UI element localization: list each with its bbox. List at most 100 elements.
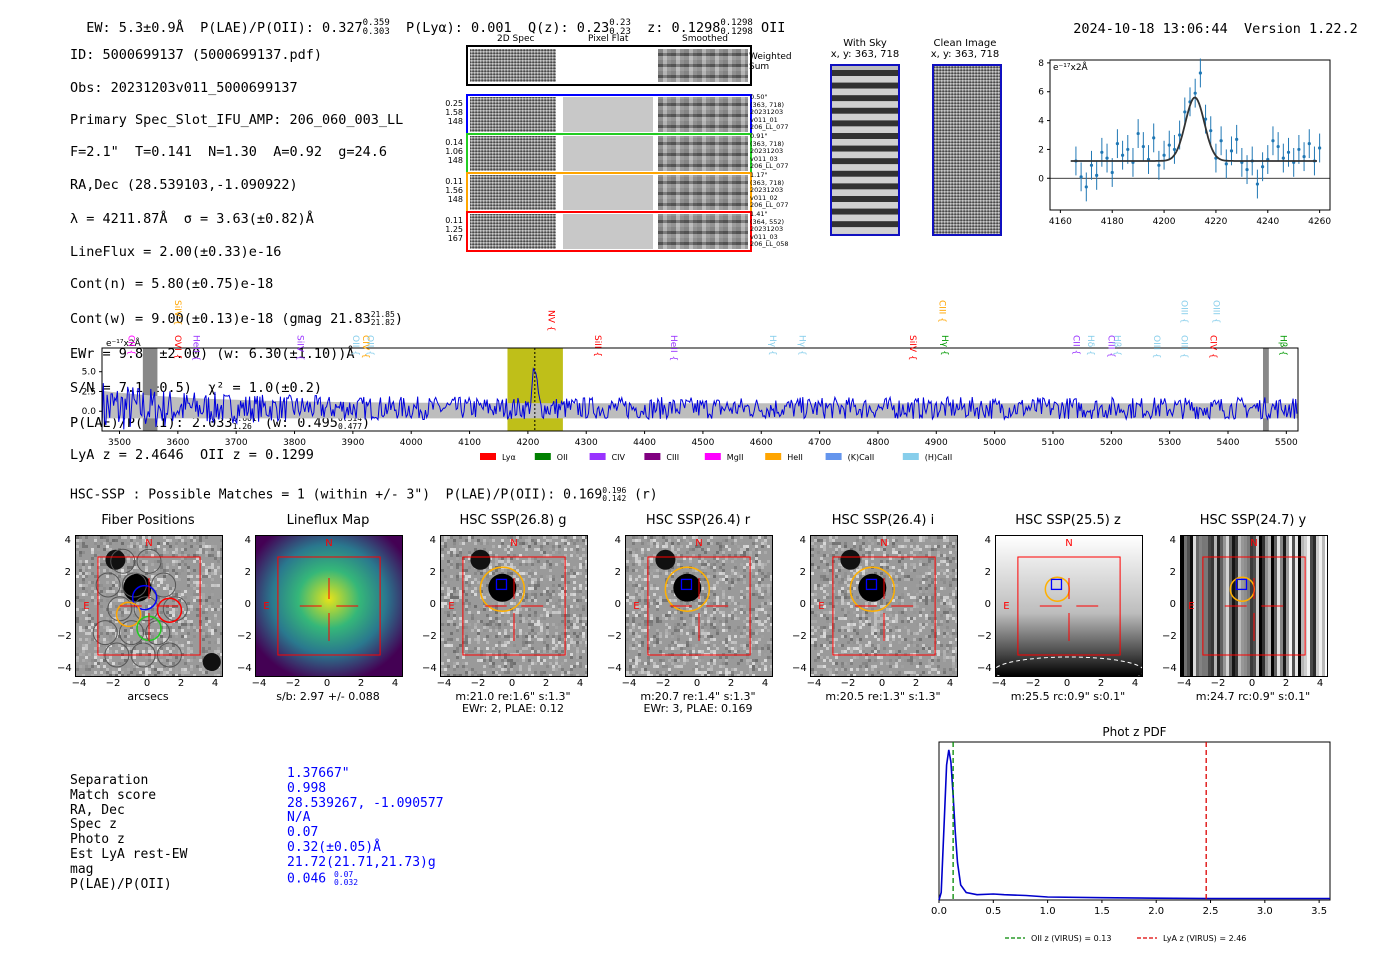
data-point (1297, 147, 1301, 152)
noise-pixel (710, 542, 713, 545)
noise-pixel (644, 635, 647, 638)
noise-pixel (641, 668, 644, 671)
noise-pixel (752, 617, 755, 620)
noise-pixel (892, 548, 895, 551)
noise-pixel (931, 632, 934, 635)
noise-pixel (641, 620, 644, 623)
noise-pixel (534, 635, 537, 638)
noise-pixel (844, 668, 847, 671)
noise-pixel (462, 635, 465, 638)
noise-pixel (187, 578, 190, 581)
noise-pixel (632, 536, 635, 539)
noise-pixel (181, 593, 184, 596)
noise-pixel (758, 587, 761, 590)
noise-pixel (211, 563, 214, 566)
noise-pixel (136, 665, 139, 668)
noise-pixel (510, 665, 513, 668)
noise-pixel (626, 584, 629, 587)
noise-pixel (919, 560, 922, 563)
noise-pixel (184, 542, 187, 545)
noise-pixel (632, 617, 635, 620)
noise-pixel (91, 665, 94, 668)
noise-pixel (847, 629, 850, 632)
noise-pixel (570, 668, 573, 671)
noise-pixel (635, 605, 638, 608)
noise-pixel (868, 617, 871, 620)
noise-pixel (537, 566, 540, 569)
noise-pixel (97, 662, 100, 665)
noise-pixel (549, 614, 552, 617)
cutout-r2: (363, 718) (750, 139, 785, 148)
noise-pixel (501, 635, 504, 638)
noise-pixel (919, 599, 922, 602)
noise-pixel (949, 641, 952, 644)
noise-pixel (952, 545, 955, 548)
noise-pixel (94, 554, 97, 557)
noise-pixel (841, 548, 844, 551)
noise-pixel (450, 536, 453, 539)
tick-label: 3800 (283, 438, 306, 448)
noise-pixel (847, 641, 850, 644)
noise-pixel (725, 629, 728, 632)
noise-pixel (916, 632, 919, 635)
column-stripe (1322, 536, 1325, 676)
noise-pixel (734, 629, 737, 632)
noise-pixel (647, 536, 650, 539)
noise-pixel (761, 662, 764, 665)
noise-pixel (737, 554, 740, 557)
noise-pixel (859, 596, 862, 599)
noise-pixel (552, 605, 555, 608)
noise-pixel (832, 614, 835, 617)
noise-pixel (835, 671, 838, 674)
sky-gap (832, 227, 898, 234)
noise-pixel (823, 539, 826, 542)
noise-pixel (850, 578, 853, 581)
noise-pixel (127, 572, 130, 575)
noise-pixel (638, 599, 641, 602)
noise-pixel (820, 635, 823, 638)
noise-pixel (928, 662, 931, 665)
noise-pixel (701, 629, 704, 632)
noise-pixel (172, 635, 175, 638)
noise-pixel (850, 668, 853, 671)
noise-pixel (97, 599, 100, 602)
noise-pixel (567, 605, 570, 608)
noise-pixel (82, 572, 85, 575)
noise-pixel (184, 557, 187, 560)
noise-pixel (931, 656, 934, 659)
noise-pixel (877, 611, 880, 614)
noise-pixel (734, 563, 737, 566)
noise-pixel (734, 635, 737, 638)
noise-pixel (97, 548, 100, 551)
noise-pixel (220, 629, 222, 632)
noise-pixel (573, 626, 576, 629)
cutout-flat (563, 175, 653, 210)
noise-pixel (169, 614, 172, 617)
noise-pixel (510, 617, 513, 620)
cutout-l2: 1.25 (445, 225, 463, 234)
noise-pixel (202, 650, 205, 653)
noise-pixel (106, 593, 109, 596)
noise-pixel (124, 656, 127, 659)
x-tick-label: 0 (693, 678, 701, 689)
noise-pixel (127, 560, 130, 563)
noise-pixel (817, 602, 820, 605)
noise-pixel (653, 569, 656, 572)
noise-pixel (151, 641, 154, 644)
noise-pixel (826, 602, 829, 605)
noise-pixel (208, 635, 211, 638)
noise-pixel (154, 668, 157, 671)
noise-pixel (811, 626, 814, 629)
noise-pixel (148, 536, 151, 539)
noise-pixel (665, 674, 668, 676)
noise-pixel (504, 611, 507, 614)
noise-pixel (193, 656, 196, 659)
noise-pixel (531, 659, 534, 662)
noise-pixel (94, 644, 97, 647)
noise-pixel (755, 563, 758, 566)
noise-pixel (531, 635, 534, 638)
noise-pixel (889, 620, 892, 623)
noise-pixel (752, 566, 755, 569)
noise-pixel (462, 590, 465, 593)
